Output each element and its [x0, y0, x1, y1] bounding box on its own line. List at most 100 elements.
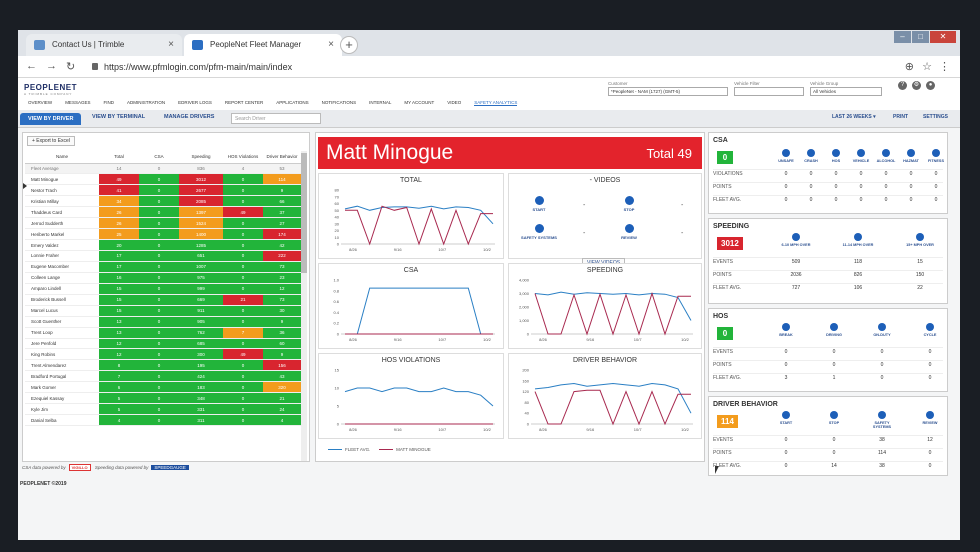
driver-name-cell[interactable]: Emery Valdez — [25, 239, 99, 251]
table-row[interactable]: Trent Loop 13 0 762 7 36 — [25, 327, 301, 339]
column-header[interactable]: Name — [25, 151, 99, 164]
menu-item-internal[interactable]: INTERNAL — [369, 100, 392, 105]
table-row[interactable]: King Robins 12 0 300 49 9 — [25, 348, 301, 361]
menu-item-safety-analytics[interactable]: SAFETY ANALYTICS — [474, 100, 518, 106]
table-scrollbar[interactable] — [301, 151, 307, 461]
table-row[interactable]: Amparo Lindell 15 0 999 0 12 — [25, 283, 301, 295]
table-row[interactable]: Mark Gomer 6 0 183 0 320 — [25, 381, 301, 394]
driver-name-cell[interactable]: Mark Gomer — [25, 381, 99, 394]
driver-name-cell[interactable]: Kristian Millay — [25, 195, 99, 208]
driver-name-cell[interactable]: Bradford Portugal — [25, 370, 99, 383]
driver-name-cell[interactable]: Colleen Lange — [25, 272, 99, 284]
video-safety-systems[interactable]: SAFETY SYSTEMS — [509, 224, 569, 240]
table-row[interactable]: Kristian Millay 34 0 2085 0 66 — [25, 195, 301, 208]
menu-item-video[interactable]: VIDEO — [447, 100, 462, 105]
driver-name-cell[interactable]: Danial Selba — [25, 414, 99, 426]
close-tab-icon[interactable]: × — [168, 39, 174, 50]
table-row[interactable]: Thaddeus Card 26 0 1397 49 37 — [25, 206, 301, 219]
menu-item-notifications[interactable]: NOTIFICATIONS — [321, 100, 357, 105]
table-row[interactable]: Danial Selba 4 0 311 0 4 — [25, 414, 301, 426]
print-button[interactable]: PRINT — [893, 114, 908, 120]
video-stop[interactable]: STOP — [599, 196, 659, 212]
video-review[interactable]: REVIEW — [599, 224, 659, 240]
driver-name-cell[interactable]: Ezequiel Kassay — [25, 392, 99, 405]
help-icon[interactable]: ? — [898, 81, 907, 90]
minimize-icon[interactable]: – — [894, 31, 911, 43]
reload-icon[interactable]: ↻ — [66, 61, 76, 73]
zoom-icon[interactable]: ⊕ — [904, 61, 914, 73]
browser-tab-peoplenet[interactable]: PeopleNet Fleet Manager × — [184, 34, 342, 56]
range-select[interactable]: LAST 26 WEEKS ▾ — [832, 114, 876, 120]
tab-view-by-terminal[interactable]: VIEW BY TERMINAL — [92, 114, 146, 120]
video-start[interactable]: START — [509, 196, 569, 212]
column-header[interactable]: Speeding — [179, 151, 223, 164]
driver-name-cell[interactable]: Broderick Bussell — [25, 294, 99, 306]
driver-name-cell[interactable]: Kyle Jim — [25, 403, 99, 416]
url-field[interactable]: https://www.pfmlogin.com/pfm-main/main/i… — [92, 62, 292, 72]
driver-name-cell[interactable]: Trent Loop — [25, 327, 99, 339]
driver-name-cell[interactable]: Scott Guenther — [25, 316, 99, 328]
column-header[interactable]: Driver Behavior — [263, 151, 301, 164]
menu-icon[interactable]: ⋮ — [939, 61, 950, 73]
driver-name-cell[interactable]: Nestor Trach — [25, 184, 99, 197]
driver-name-cell[interactable]: Jerrod Sudderth — [25, 217, 99, 230]
tab-view-by-driver[interactable]: VIEW BY DRIVER — [20, 113, 82, 125]
menu-item-my-account[interactable]: MY ACCOUNT — [404, 100, 435, 105]
table-row[interactable]: Kyle Jim 5 0 331 0 24 — [25, 403, 301, 416]
tab-manage-drivers[interactable]: MANAGE DRIVERS — [164, 114, 215, 120]
user-icon[interactable]: ● — [926, 81, 935, 90]
table-row[interactable]: Broderick Bussell 15 0 669 21 73 — [25, 294, 301, 306]
driver-name-cell[interactable]: Heriberto Markel — [25, 228, 99, 241]
forward-icon[interactable]: → — [46, 60, 57, 72]
close-window-icon[interactable]: ✕ — [930, 31, 956, 43]
table-row[interactable]: Heriberto Markel 25 0 1400 0 174 — [25, 228, 301, 241]
customer-select[interactable]: *PeopleNet - NAM (1727) (GMT-5) — [608, 87, 728, 96]
menu-item-administration[interactable]: ADMINISTRATION — [126, 100, 166, 105]
table-row[interactable]: Colleen Lange 16 0 975 0 23 — [25, 272, 301, 284]
maximize-icon[interactable]: □ — [912, 31, 929, 43]
column-header[interactable]: Total — [99, 151, 139, 164]
driver-name-cell[interactable]: Matt Minogue — [25, 173, 99, 186]
menu-item-find[interactable]: FIND — [103, 100, 114, 105]
vehicle-filter-input[interactable] — [734, 87, 804, 96]
driver-name-cell[interactable]: Lonnie Fraher — [25, 250, 99, 262]
settings-icon[interactable]: ⚙ — [912, 81, 921, 90]
menu-item-overview[interactable]: OVERVIEW — [28, 100, 53, 105]
search-driver-input[interactable]: Search Driver — [231, 113, 321, 124]
vehicle-group-select[interactable]: All Vehicles — [810, 87, 882, 96]
driver-name-cell[interactable]: Thaddeus Card — [25, 206, 99, 219]
driver-name-cell[interactable]: Amparo Lindell — [25, 283, 99, 295]
column-header[interactable]: HOS Violations — [223, 151, 263, 164]
table-row[interactable]: Ezequiel Kassay 5 0 348 0 21 — [25, 392, 301, 405]
table-row[interactable]: Bradford Portugal 7 0 424 0 43 — [25, 370, 301, 383]
table-row[interactable]: Emery Valdez 20 0 1285 0 42 — [25, 239, 301, 251]
menu-item-report-center[interactable]: REPORT CENTER — [224, 100, 264, 105]
menu-item-edriver-logs[interactable]: EDRIVER LOGS — [178, 100, 212, 105]
table-row[interactable]: Trent Almendarez 8 0 195 0 156 — [25, 359, 301, 372]
close-tab-icon[interactable]: × — [328, 39, 334, 50]
driver-name-cell[interactable]: Marcel Lucus — [25, 305, 99, 317]
table-row[interactable]: Scott Guenther 13 0 905 0 9 — [25, 316, 301, 328]
table-row[interactable]: Nestor Trach 41 0 2677 0 9 — [25, 184, 301, 197]
table-row[interactable]: Jere Penfold 12 0 685 0 60 — [25, 338, 301, 350]
table-row[interactable]: Jerrod Sudderth 26 0 1524 0 27 — [25, 217, 301, 230]
column-header[interactable]: CSA — [139, 151, 179, 164]
menu-item-applications[interactable]: APPLICATIONS — [276, 100, 309, 105]
driver-name-cell[interactable]: Jere Penfold — [25, 338, 99, 350]
table-row[interactable]: Eugene Macomber 17 0 1007 0 73 — [25, 261, 301, 273]
browser-tab-trimble[interactable]: Contact Us | Trimble × — [26, 34, 182, 56]
settings-button[interactable]: SETTINGS — [923, 114, 949, 120]
export-to-excel-button[interactable]: + Export to Excel — [27, 136, 75, 146]
y-tick-label: 120 — [522, 389, 529, 394]
scrollbar-thumb[interactable] — [301, 153, 307, 273]
table-row[interactable]: Marcel Lucus 15 0 911 0 30 — [25, 305, 301, 317]
back-icon[interactable]: ← — [26, 60, 37, 72]
table-row[interactable]: Matt Minogue 49 0 3012 0 114 — [25, 173, 301, 186]
driver-name-cell[interactable]: Trent Almendarez — [25, 359, 99, 372]
star-icon[interactable]: ☆ — [922, 61, 932, 73]
table-row[interactable]: Lonnie Fraher 17 0 651 0 222 — [25, 250, 301, 262]
driver-name-cell[interactable]: King Robins — [25, 348, 99, 361]
new-tab-button[interactable]: + — [340, 36, 358, 54]
menu-item-messages[interactable]: MESSAGES — [65, 100, 91, 105]
driver-name-cell[interactable]: Eugene Macomber — [25, 261, 99, 273]
